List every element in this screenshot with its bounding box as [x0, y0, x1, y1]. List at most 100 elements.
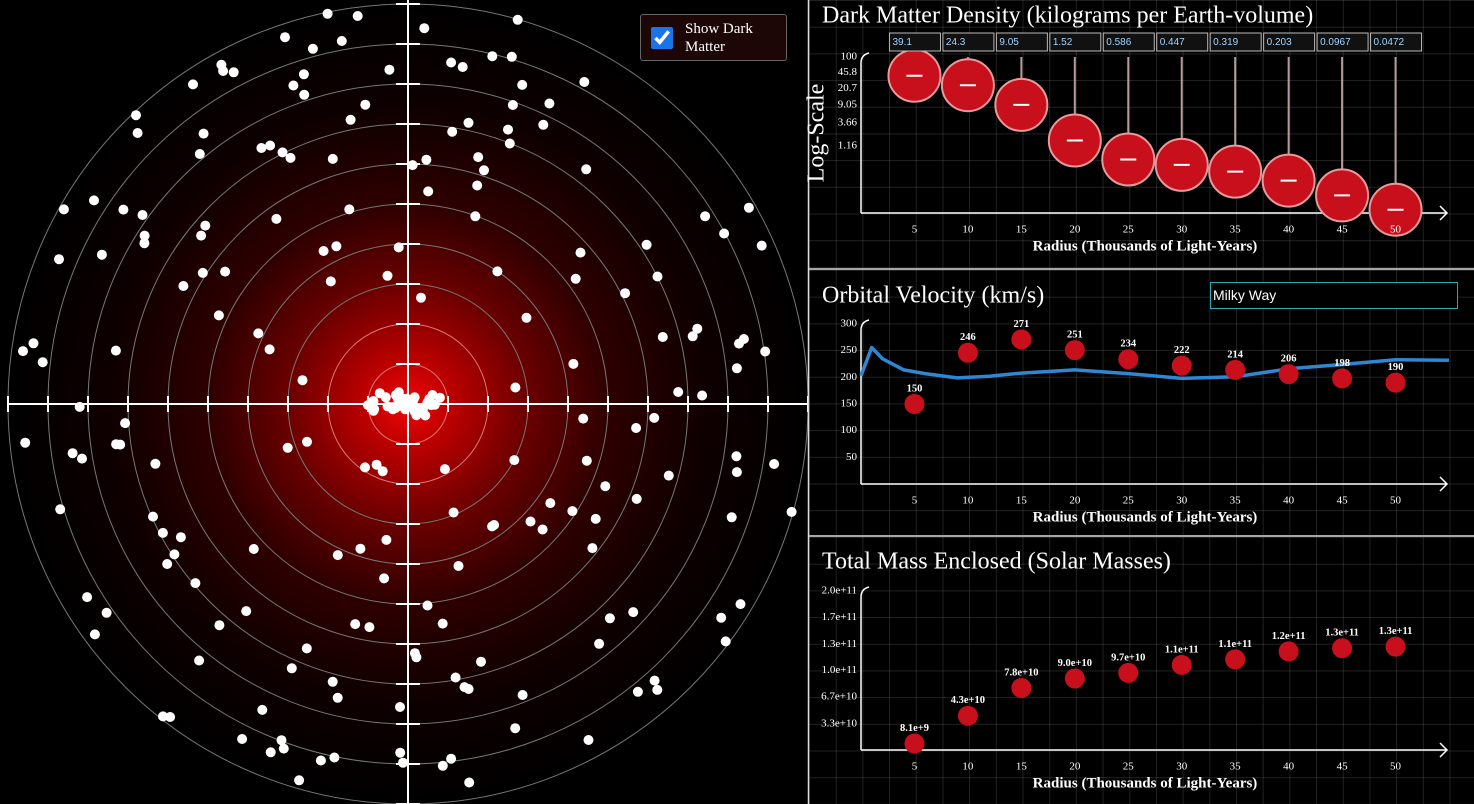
x-tick-label: 20	[1069, 495, 1081, 507]
y-tick-label: 100	[841, 51, 858, 63]
star	[538, 119, 549, 130]
data-point	[1385, 636, 1406, 657]
value-label: 150	[907, 383, 923, 394]
y-tick-label: 2.0e+11	[822, 585, 857, 597]
value-label: 1.2e+11	[1272, 631, 1306, 642]
star	[214, 620, 225, 631]
star	[416, 292, 426, 303]
dark-matter-toggle[interactable]: Show Dark Matter	[640, 14, 787, 61]
star	[89, 629, 100, 640]
star	[327, 676, 338, 687]
x-tick-label: 35	[1230, 761, 1242, 773]
star	[178, 281, 189, 291]
star	[265, 140, 276, 151]
star	[521, 312, 532, 323]
chart-title: Orbital Velocity (km/s)	[822, 283, 1044, 309]
star	[517, 690, 528, 700]
x-axis	[861, 476, 1449, 492]
x-tick-label: 45	[1337, 495, 1349, 507]
x-tick-label: 45	[1337, 761, 1349, 773]
data-point	[1011, 329, 1032, 350]
star	[641, 239, 652, 250]
star	[256, 143, 267, 153]
x-axis-label: Radius (Thousands of Light-Years)	[1033, 775, 1258, 791]
galaxy-view	[7, 0, 808, 804]
star	[649, 675, 660, 686]
data-point	[1332, 368, 1353, 389]
star	[331, 241, 342, 252]
x-tick-label: 10	[962, 761, 974, 773]
x-tick-label: 40	[1283, 761, 1295, 773]
star	[419, 23, 430, 34]
star	[545, 498, 556, 509]
star	[604, 613, 615, 624]
data-point	[1171, 355, 1192, 376]
value-label: 0.319	[1213, 37, 1238, 48]
star	[280, 32, 290, 43]
star	[716, 612, 727, 623]
star	[421, 154, 432, 165]
data-point	[957, 705, 978, 726]
star	[393, 394, 404, 405]
x-tick-label: 50	[1390, 761, 1402, 773]
value-box	[1102, 32, 1155, 52]
y-tick-label: 50	[846, 451, 858, 463]
value-label: 0.586	[1106, 37, 1131, 48]
star	[200, 220, 211, 231]
value-box	[1049, 32, 1102, 52]
value-label: 222	[1174, 345, 1190, 356]
star	[67, 448, 78, 459]
star	[120, 418, 131, 429]
y-axis	[860, 319, 870, 484]
star	[132, 128, 143, 138]
star	[453, 561, 464, 571]
value-label: 1.3e+11	[1325, 628, 1359, 639]
star	[423, 186, 434, 197]
star	[473, 152, 484, 163]
x-tick-label: 30	[1176, 495, 1188, 507]
star	[288, 80, 299, 91]
star	[382, 270, 393, 281]
x-axis-label: Radius (Thousands of Light-Years)	[1033, 509, 1258, 525]
checkbox[interactable]	[651, 26, 673, 49]
star	[286, 663, 297, 674]
velocity-curve	[859, 345, 1450, 381]
data-point	[1118, 349, 1139, 370]
data-point	[904, 733, 925, 754]
star	[409, 392, 420, 403]
star	[506, 51, 517, 62]
star	[510, 723, 521, 734]
star	[364, 622, 375, 633]
star	[734, 338, 744, 349]
star	[276, 735, 287, 746]
chart-title: Dark Matter Density (kilograms per Earth…	[822, 3, 1313, 29]
star	[327, 153, 338, 164]
star	[652, 271, 663, 282]
value-box	[995, 32, 1048, 52]
star	[55, 504, 66, 515]
x-tick-label: 40	[1283, 224, 1295, 236]
star	[756, 240, 767, 251]
star	[510, 382, 521, 393]
star	[325, 276, 336, 287]
star	[307, 43, 318, 54]
star	[503, 124, 513, 135]
star	[504, 138, 515, 149]
x-tick-label: 25	[1123, 761, 1135, 773]
star	[360, 462, 370, 473]
y-axis	[860, 52, 870, 213]
galaxy-select[interactable]: Milky Way	[1210, 282, 1458, 309]
star	[118, 204, 129, 215]
star	[472, 180, 483, 191]
star	[411, 652, 422, 663]
chart: Dark Matter Density (kilograms per Earth…	[804, 3, 1449, 254]
star	[248, 544, 259, 554]
value-label: 214	[1227, 349, 1244, 360]
star	[382, 401, 393, 412]
x-tick-label: 35	[1230, 495, 1242, 507]
star	[336, 36, 347, 46]
star	[450, 672, 461, 683]
star	[318, 246, 329, 256]
x-tick-label: 10	[962, 224, 974, 236]
